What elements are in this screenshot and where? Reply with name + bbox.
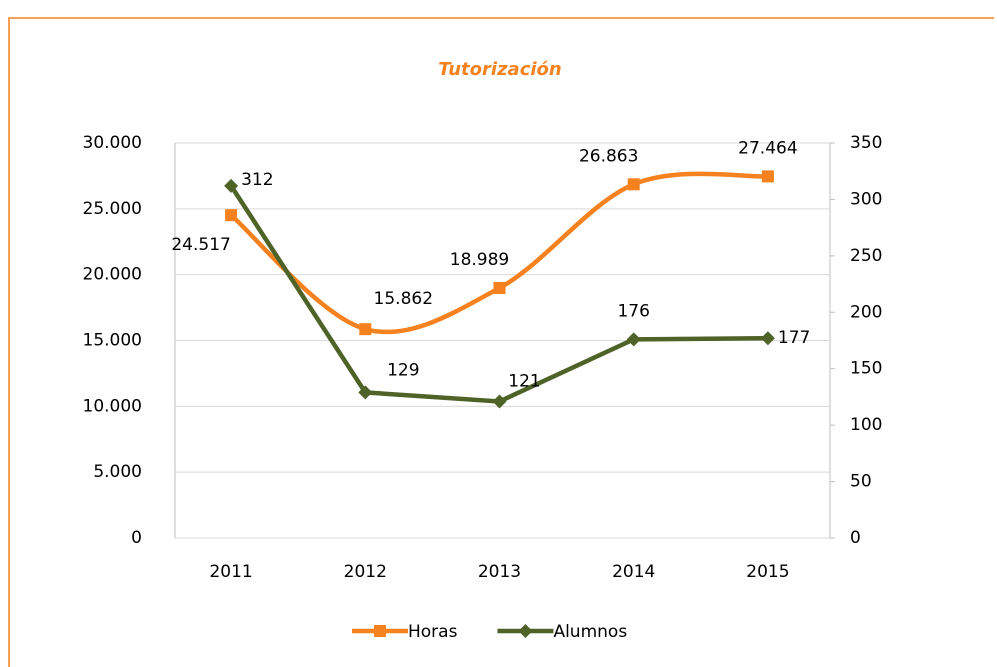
x-tick-label: 2015 bbox=[746, 562, 789, 582]
legend-marker bbox=[374, 625, 386, 637]
frame bbox=[8, 17, 994, 667]
data-label: 129 bbox=[387, 360, 419, 380]
data-label: 15.862 bbox=[374, 289, 433, 309]
data-label: 312 bbox=[241, 170, 273, 190]
data-label: 24.517 bbox=[171, 235, 230, 255]
y-tick-label: 0 bbox=[131, 528, 142, 548]
marker bbox=[225, 209, 238, 222]
legend-marker bbox=[518, 624, 533, 638]
y2-tick-label: 350 bbox=[850, 133, 882, 153]
data-label: 18.989 bbox=[450, 250, 509, 270]
y-tick-label: 15.000 bbox=[83, 331, 142, 351]
marker bbox=[627, 178, 640, 191]
y2-tick-label: 150 bbox=[850, 359, 882, 379]
y-tick-label: 5.000 bbox=[93, 462, 142, 482]
chart-title: Tutorización bbox=[438, 59, 561, 80]
data-label: 26.863 bbox=[579, 146, 638, 166]
x-tick-label: 2013 bbox=[478, 562, 521, 582]
y2-tick-label: 200 bbox=[850, 302, 882, 322]
y2-tick-label: 250 bbox=[850, 246, 882, 266]
marker bbox=[493, 281, 506, 294]
y-tick-label: 25.000 bbox=[83, 199, 142, 219]
marker bbox=[626, 332, 641, 347]
marker bbox=[761, 170, 774, 183]
y2-tick-label: 100 bbox=[850, 415, 882, 435]
legend-label: Alumnos bbox=[553, 622, 627, 642]
y2-tick-label: 50 bbox=[850, 472, 872, 492]
marker bbox=[224, 178, 239, 193]
y2-tick-label: 0 bbox=[850, 528, 861, 548]
data-label: 121 bbox=[508, 371, 540, 391]
y2-tick-label: 300 bbox=[850, 189, 882, 209]
x-tick-label: 2011 bbox=[209, 562, 252, 582]
marker bbox=[358, 385, 373, 400]
data-label: 177 bbox=[778, 328, 810, 348]
legend-label: Horas bbox=[408, 622, 458, 642]
data-label: 176 bbox=[617, 301, 649, 321]
marker bbox=[760, 331, 775, 346]
y-tick-label: 10.000 bbox=[83, 396, 142, 416]
marker bbox=[492, 394, 507, 409]
data-label: 27.464 bbox=[738, 138, 797, 158]
x-tick-label: 2012 bbox=[344, 562, 387, 582]
y-tick-label: 20.000 bbox=[83, 265, 142, 285]
marker bbox=[359, 323, 372, 336]
y-tick-label: 30.000 bbox=[83, 133, 142, 153]
x-tick-label: 2014 bbox=[612, 562, 655, 582]
